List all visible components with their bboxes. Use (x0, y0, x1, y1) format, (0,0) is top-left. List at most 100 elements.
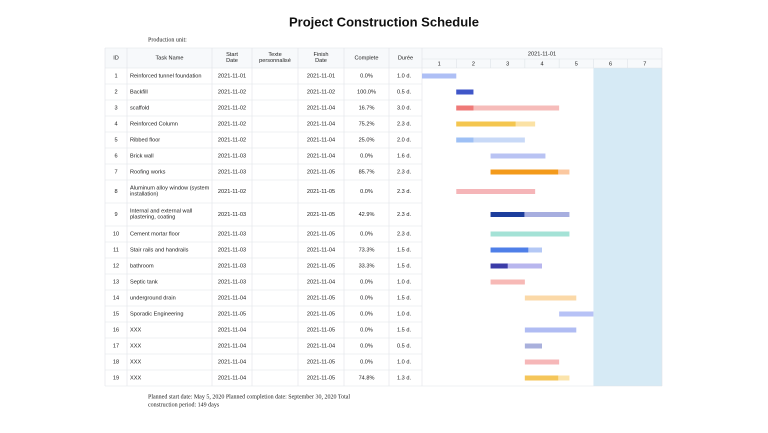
finish-date: 2021-11-04 (307, 279, 335, 285)
complete: 0.0% (360, 327, 373, 333)
duration: 1.3 d. (397, 375, 411, 381)
complete: 42.9% (359, 212, 375, 218)
start-date: 2021-11-03 (218, 169, 246, 175)
start-date: 2021-11-02 (218, 105, 246, 111)
row-id: 10 (113, 231, 119, 237)
progress-bar (490, 212, 525, 217)
task-bar (422, 73, 457, 79)
progress-bar (456, 121, 516, 127)
task-bar (524, 359, 560, 365)
duration: 0.5 d. (397, 89, 411, 95)
duration: 2.3 d. (397, 231, 411, 237)
task-bar (490, 153, 546, 159)
column-header: Start Date (226, 52, 238, 64)
finish-date: 2021-11-04 (307, 137, 335, 143)
finish-date: 2021-11-04 (307, 343, 335, 349)
row-id: 2 (114, 89, 117, 95)
task-name: XXX (130, 343, 141, 349)
complete: 0.0% (360, 311, 373, 317)
complete: 0.0% (360, 231, 373, 237)
row-id: 9 (114, 212, 117, 218)
column-header: Durée (398, 55, 413, 61)
task-bar (524, 295, 577, 301)
progress-bar (456, 105, 474, 111)
finish-date: 2021-11-05 (307, 212, 335, 218)
finish-date: 2021-11-05 (307, 169, 335, 175)
duration: 1.5 d. (397, 247, 411, 253)
start-date: 2021-11-03 (218, 279, 246, 285)
timeline-day: 4 (540, 61, 543, 67)
duration: 1.0 d. (397, 73, 411, 79)
start-date: 2021-11-04 (218, 295, 246, 301)
complete: 73.3% (359, 247, 375, 253)
task-bar (456, 137, 525, 143)
duration: 1.0 d. (397, 279, 411, 285)
task-bar (524, 327, 577, 333)
complete: 75.2% (359, 121, 375, 127)
column-header: Finish Date (314, 52, 329, 64)
duration: 1.5 d. (397, 295, 411, 301)
row-id: 18 (113, 359, 119, 365)
finish-date: 2021-11-02 (307, 89, 335, 95)
duration: 1.0 d. (397, 359, 411, 365)
complete: 0.0% (360, 153, 373, 159)
task-name: Sporadic Engineering (130, 311, 184, 317)
timeline-day: 1 (438, 61, 441, 67)
task-name: Internal and external wall plastering, co… (130, 209, 192, 221)
timeline-day: 6 (609, 61, 612, 67)
duration: 1.5 d. (397, 263, 411, 269)
row-id: 8 (114, 189, 117, 195)
finish-date: 2021-11-04 (307, 105, 335, 111)
task-name: Ribbed floor (130, 137, 160, 143)
timeline-day: 3 (506, 61, 509, 67)
complete: 33.3% (359, 263, 375, 269)
task-bar (456, 105, 560, 111)
start-date: 2021-11-04 (218, 343, 246, 349)
progress-bar (524, 375, 559, 381)
row-id: 1 (114, 73, 117, 79)
task-name: XXX (130, 327, 141, 333)
finish-date: 2021-11-05 (307, 231, 335, 237)
task-name: Septic tank (130, 279, 158, 285)
start-date: 2021-11-04 (218, 327, 246, 333)
timeline-day: 5 (575, 61, 578, 67)
row-id: 14 (113, 295, 119, 301)
task-bar (559, 311, 594, 317)
title: Project Construction Schedule (289, 14, 479, 29)
start-date: 2021-11-02 (218, 121, 246, 127)
column-header: Texte personnalisé (259, 52, 291, 64)
start-date: 2021-11-03 (218, 153, 246, 159)
row-id: 5 (114, 137, 117, 143)
footer-line: Planned start date: May 5, 2020 Planned … (148, 394, 350, 400)
start-date: 2021-11-05 (218, 311, 246, 317)
task-name: XXX (130, 359, 141, 365)
task-name: Backfill (130, 89, 148, 95)
row-id: 17 (113, 343, 119, 349)
complete: 25.0% (359, 137, 375, 143)
row-id: 16 (113, 327, 119, 333)
complete: 74.8% (359, 375, 375, 381)
finish-date: 2021-11-04 (307, 153, 335, 159)
production-unit: Production unit: (148, 37, 187, 43)
column-header: Task Name (156, 55, 184, 61)
duration: 2.0 d. (397, 137, 411, 143)
start-date: 2021-11-02 (218, 89, 246, 95)
finish-date: 2021-11-01 (307, 73, 335, 79)
column-header: Complete (355, 55, 379, 61)
row-id: 15 (113, 311, 119, 317)
timeline-day: 2 (472, 61, 475, 67)
task-name: Stair rails and handrails (130, 247, 189, 253)
timeline-date: 2021-11-01 (528, 51, 556, 57)
task-bar (490, 263, 542, 269)
complete: 16.7% (359, 105, 375, 111)
duration: 0.5 d. (397, 343, 411, 349)
task-bar (524, 343, 542, 349)
start-date: 2021-11-03 (218, 231, 246, 237)
progress-bar (490, 169, 559, 175)
complete: 85.7% (359, 169, 375, 175)
finish-date: 2021-11-05 (307, 359, 335, 365)
task-name: Cement mortar floor (130, 231, 180, 237)
finish-date: 2021-11-05 (307, 189, 335, 195)
row-id: 4 (114, 121, 117, 127)
